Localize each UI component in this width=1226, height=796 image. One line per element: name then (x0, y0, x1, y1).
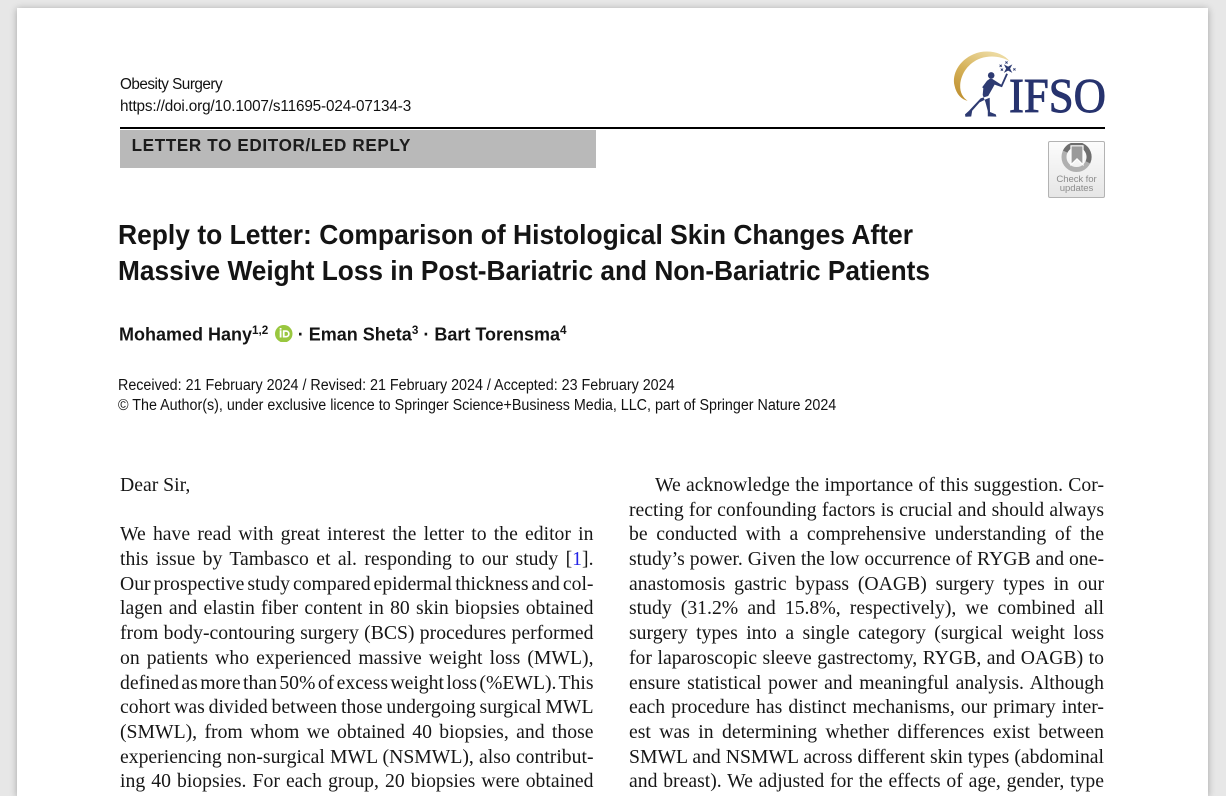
svg-text:IFSO: IFSO (1009, 70, 1106, 123)
